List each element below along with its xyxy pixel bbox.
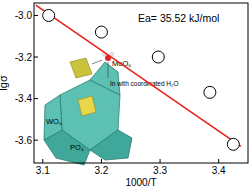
data-point: [43, 9, 55, 21]
y-tick: [34, 15, 38, 16]
chart-svg: MoO₆In with coordinated H₂OWO₆PO₄3.13.23…: [0, 0, 252, 189]
y-axis-label: lgσ: [0, 75, 9, 91]
y-tick: [34, 98, 38, 99]
polyhedron: [78, 96, 96, 116]
inset-label: PO₄: [70, 143, 84, 152]
polyhedron: [44, 95, 62, 140]
x-tick: [42, 159, 43, 163]
annotation: Ea= 35.52 kJ/mol: [138, 12, 219, 24]
inset-label: WO₆: [46, 117, 62, 126]
y-tick: [34, 57, 38, 58]
pointer: [92, 60, 102, 64]
polyhedron: [70, 58, 92, 78]
data-point: [204, 86, 216, 98]
chart-root: MoO₆In with coordinated H₂OWO₆PO₄3.13.23…: [0, 0, 252, 189]
y-tick: [34, 140, 38, 141]
y-tick-label: -3.4: [15, 93, 33, 104]
x-tick: [101, 159, 102, 163]
x-tick: [218, 159, 219, 163]
x-tick-label: 3.4: [212, 165, 226, 176]
x-tick-label: 3.3: [153, 165, 167, 176]
fit-line: [36, 5, 241, 146]
y-tick-label: -3.2: [15, 52, 33, 63]
data-point: [227, 138, 239, 150]
y-tick-label: -3.0: [15, 10, 33, 21]
data-point: [152, 51, 164, 63]
x-axis-label: 1000/T: [125, 177, 156, 188]
plot-frame: [34, 3, 248, 163]
y-tick-label: -3.6: [15, 135, 33, 146]
polyhedron: [90, 130, 132, 160]
inset-structure: [44, 52, 132, 165]
water-h: [110, 52, 114, 56]
x-tick-label: 3.1: [36, 165, 50, 176]
pointer: [108, 62, 109, 78]
x-tick-label: 3.2: [94, 165, 108, 176]
data-point: [95, 26, 107, 38]
x-tick: [160, 159, 161, 163]
plot-data: [36, 5, 241, 150]
inset-label: In with coordinated H₂O: [110, 80, 179, 87]
